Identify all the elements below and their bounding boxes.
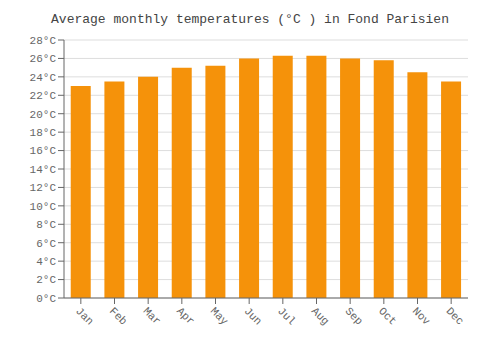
svg-text:14°C: 14°C: [30, 164, 57, 176]
svg-text:26°C: 26°C: [30, 53, 57, 65]
svg-text:24°C: 24°C: [30, 72, 57, 84]
svg-text:Nov: Nov: [410, 305, 433, 328]
svg-text:Oct: Oct: [376, 305, 398, 327]
svg-text:20°C: 20°C: [30, 109, 57, 121]
svg-text:May: May: [208, 305, 231, 328]
svg-text:Jun: Jun: [242, 305, 264, 327]
svg-text:Jan: Jan: [73, 305, 95, 327]
svg-text:6°C: 6°C: [36, 238, 56, 250]
svg-text:Mar: Mar: [141, 305, 163, 327]
html-text:Average monthly temperatures (: Average monthly temperatures (°C ) in Fo…: [51, 12, 449, 27]
svg-text:18°C: 18°C: [30, 127, 57, 139]
svg-text:Dec: Dec: [444, 305, 466, 327]
svg-text:Aug: Aug: [309, 305, 331, 327]
svg-text:28°C: 28°C: [30, 35, 57, 47]
svg-text:22°C: 22°C: [30, 90, 57, 102]
svg-text:0°C: 0°C: [36, 293, 56, 305]
svg-text:12°C: 12°C: [30, 182, 57, 194]
svg-text:4°C: 4°C: [36, 256, 56, 268]
svg-text:8°C: 8°C: [36, 219, 56, 231]
svg-text:Apr: Apr: [174, 305, 196, 327]
svg-text:Jul: Jul: [275, 305, 297, 327]
svg-text:10°C: 10°C: [30, 201, 57, 213]
svg-text:Feb: Feb: [107, 305, 129, 327]
svg-text:16°C: 16°C: [30, 145, 57, 157]
svg-text:Sep: Sep: [343, 305, 365, 327]
svg-text:2°C: 2°C: [36, 274, 56, 286]
